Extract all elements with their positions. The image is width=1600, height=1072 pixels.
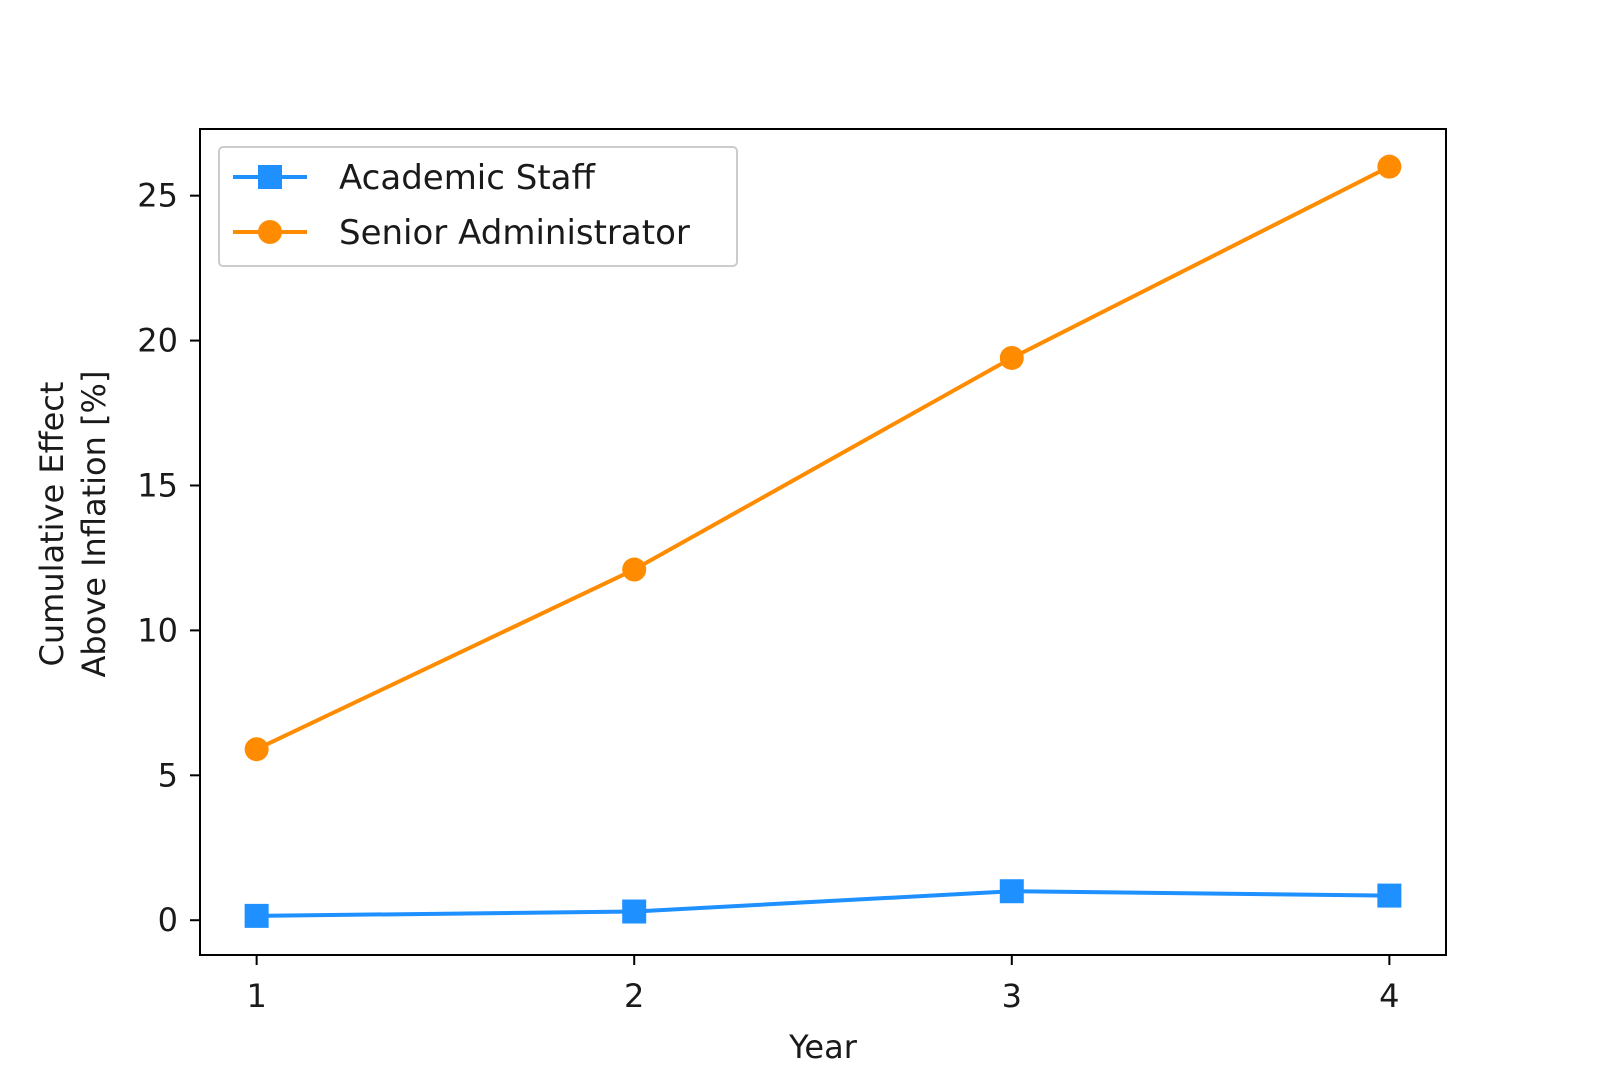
legend-item: Academic Staff	[233, 158, 597, 198]
y-tick-label: 25	[137, 177, 178, 215]
data-point-square	[1377, 883, 1402, 908]
data-point-square	[244, 903, 269, 928]
legend: Academic Staff Senior Administrator	[218, 146, 738, 267]
series-line	[256, 889, 1390, 918]
data-point-circle	[999, 345, 1024, 370]
y-tick-label: 5	[158, 756, 178, 794]
x-tick-label: 2	[624, 977, 644, 1015]
y-tick-label: 0	[158, 901, 178, 939]
legend-box	[218, 146, 738, 267]
legend-marker-circle	[258, 220, 282, 244]
series-layer	[244, 154, 1402, 928]
y-tick-label: 15	[137, 466, 178, 504]
x-axis: 1 2 3 4	[246, 955, 1400, 1015]
legend-marker-square	[258, 165, 282, 189]
data-point-circle	[1377, 154, 1402, 179]
data-point-circle	[622, 557, 647, 582]
x-tick-label: 3	[1002, 977, 1022, 1015]
y-tick-label: 10	[137, 611, 178, 649]
y-tick-label: 20	[137, 322, 178, 360]
y-axis: 0 5 10 15 20 25	[137, 177, 200, 939]
y-axis-label: Cumulative Effect Above Inflation [%]	[33, 371, 113, 678]
series-line	[255, 164, 1391, 752]
data-point-square	[622, 899, 647, 924]
x-tick-label: 4	[1379, 977, 1399, 1015]
legend-label: Academic Staff	[339, 158, 597, 198]
plot-area-frame	[199, 128, 1447, 956]
y-axis-label-line-1: Cumulative Effect	[33, 382, 71, 667]
legend-label: Senior Administrator	[339, 213, 690, 253]
data-point-circle	[244, 737, 269, 762]
series-senior-administrator	[244, 154, 1402, 762]
y-axis-label-line-2: Above Inflation [%]	[75, 371, 113, 678]
x-tick-label: 1	[246, 977, 266, 1015]
series-academic-staff	[244, 879, 1402, 928]
legend-item: Senior Administrator	[233, 213, 690, 253]
x-axis-label: Year	[788, 1028, 858, 1066]
data-point-square	[999, 879, 1024, 904]
